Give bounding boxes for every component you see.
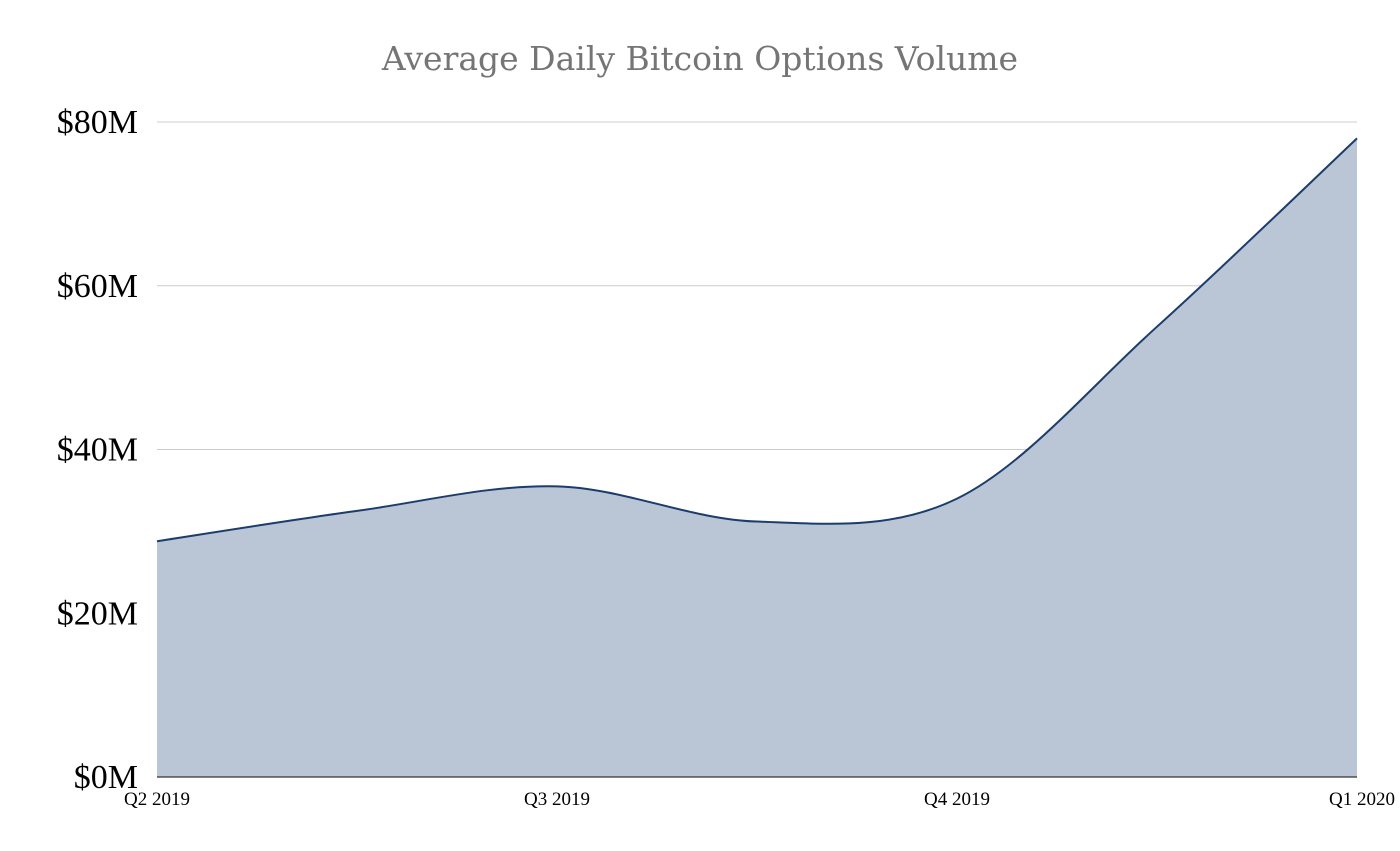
area-fill: [157, 138, 1357, 777]
y-axis-ticks: $0M $20M $40M $60M $80M: [57, 104, 138, 796]
y-tick-label: $0M: [74, 759, 138, 796]
y-tick-label: $40M: [57, 432, 138, 469]
x-tick-label: Q2 2019: [124, 789, 190, 810]
x-tick-label: Q3 2019: [524, 789, 590, 810]
chart-title: Average Daily Bitcoin Options Volume: [381, 39, 1018, 78]
x-tick-label: Q1 2020: [1329, 789, 1395, 810]
y-tick-label: $20M: [57, 595, 138, 632]
x-axis-ticks: Q2 2019 Q3 2019 Q4 2019 Q1 2020: [124, 789, 1395, 810]
area-line: [156, 137, 1358, 543]
x-tick-label: Q4 2019: [924, 789, 990, 810]
y-tick-label: $60M: [57, 268, 138, 305]
y-tick-label: $80M: [57, 104, 138, 141]
